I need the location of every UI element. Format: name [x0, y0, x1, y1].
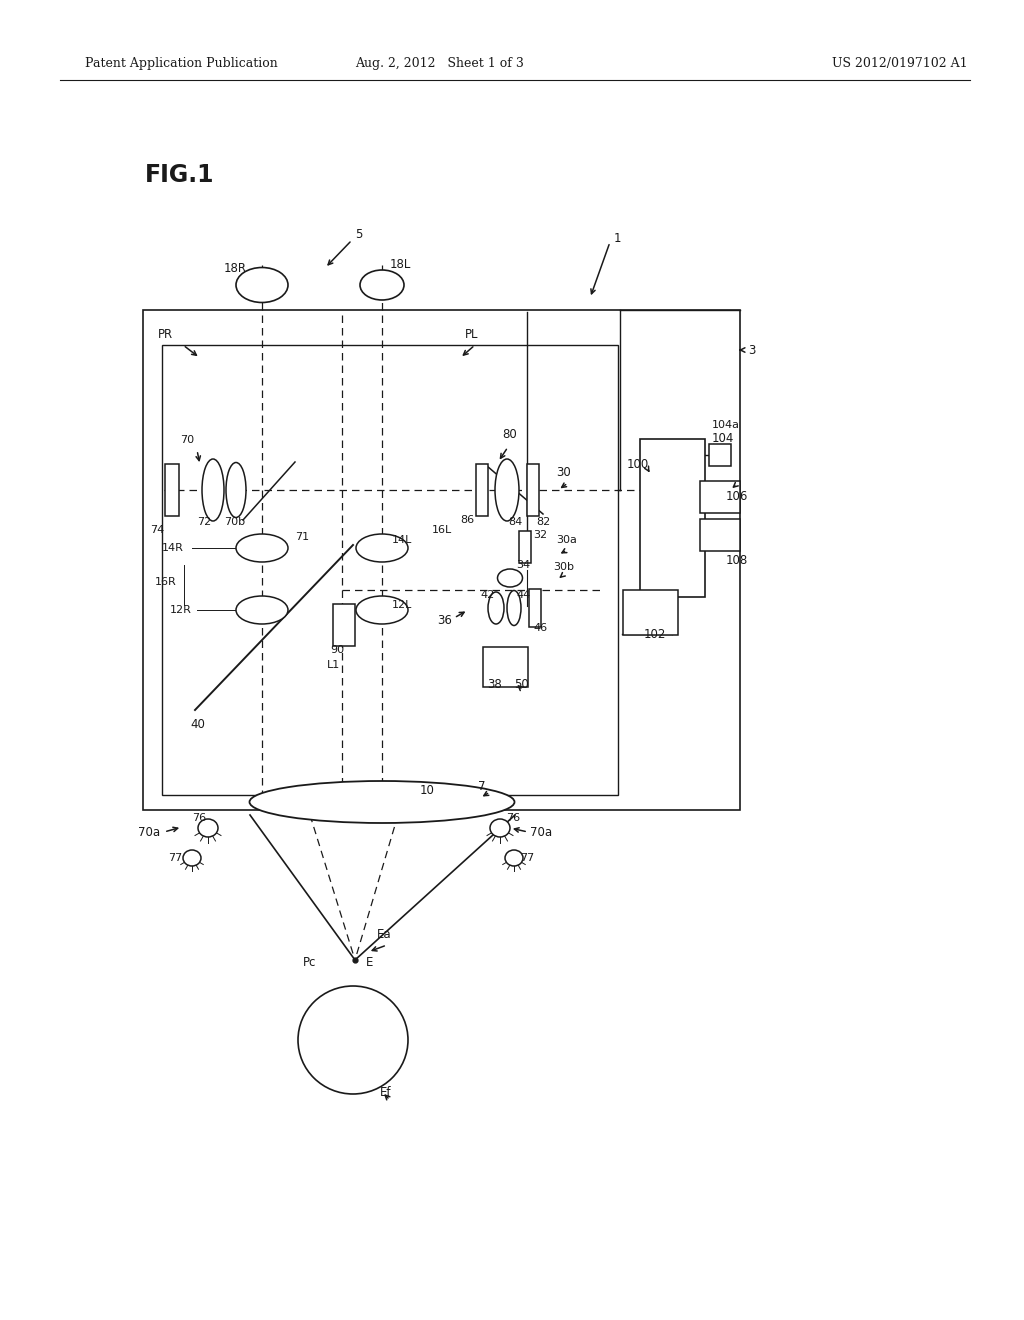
Text: 30b: 30b	[553, 562, 574, 572]
Ellipse shape	[505, 850, 523, 866]
Ellipse shape	[498, 569, 522, 587]
Text: 5: 5	[355, 228, 362, 242]
Text: 104a: 104a	[712, 420, 740, 430]
Ellipse shape	[298, 986, 408, 1094]
Text: 100: 100	[627, 458, 649, 471]
Bar	[623, 590, 678, 635]
Text: Ea: Ea	[377, 928, 391, 941]
Text: 76: 76	[193, 813, 206, 822]
Text: 18R: 18R	[224, 261, 247, 275]
Ellipse shape	[507, 590, 521, 626]
Text: US 2012/0197102 A1: US 2012/0197102 A1	[833, 57, 968, 70]
Text: 1: 1	[614, 231, 622, 244]
Bar	[482, 647, 527, 686]
Text: 70a: 70a	[530, 825, 552, 838]
Ellipse shape	[360, 271, 404, 300]
Text: 16L: 16L	[432, 525, 453, 535]
Text: 72: 72	[197, 517, 211, 527]
Text: 30: 30	[556, 466, 570, 479]
Text: 36: 36	[437, 614, 452, 627]
Bar	[640, 440, 705, 597]
Ellipse shape	[490, 818, 510, 837]
Text: 77: 77	[520, 853, 535, 863]
Text: PR: PR	[158, 329, 173, 342]
Text: 50: 50	[514, 678, 528, 692]
Text: 86: 86	[460, 515, 474, 525]
Text: 16R: 16R	[155, 577, 177, 587]
Ellipse shape	[488, 591, 504, 624]
Text: 12R: 12R	[170, 605, 191, 615]
Text: FIG.1: FIG.1	[145, 162, 214, 187]
Text: 74: 74	[150, 525, 164, 535]
Ellipse shape	[236, 597, 288, 624]
Bar	[709, 444, 731, 466]
Ellipse shape	[495, 459, 519, 521]
Text: 40: 40	[190, 718, 205, 731]
Text: 14L: 14L	[392, 535, 413, 545]
Ellipse shape	[226, 462, 246, 517]
Text: L1: L1	[327, 660, 340, 671]
Text: 77: 77	[168, 853, 182, 863]
Ellipse shape	[236, 268, 288, 302]
Text: 12L: 12L	[392, 601, 413, 610]
Ellipse shape	[356, 597, 408, 624]
Ellipse shape	[250, 781, 514, 822]
Text: 32: 32	[534, 531, 547, 540]
Ellipse shape	[202, 459, 224, 521]
Bar	[700, 480, 740, 513]
Bar	[476, 465, 488, 516]
Ellipse shape	[183, 850, 201, 866]
Text: 14R: 14R	[162, 543, 184, 553]
Text: PL: PL	[465, 329, 478, 342]
Text: Ef: Ef	[380, 1085, 391, 1098]
Text: 34: 34	[516, 560, 530, 570]
Text: 84: 84	[508, 517, 522, 527]
Text: 82: 82	[536, 517, 550, 527]
Ellipse shape	[198, 818, 218, 837]
Text: 18L: 18L	[390, 259, 412, 272]
Text: 80: 80	[502, 429, 517, 441]
Text: 10: 10	[420, 784, 435, 796]
Text: 38: 38	[487, 678, 502, 692]
Bar	[165, 465, 179, 516]
Bar	[527, 465, 539, 516]
Bar	[519, 531, 531, 564]
Text: 7: 7	[478, 780, 485, 793]
Ellipse shape	[356, 535, 408, 562]
Text: 46: 46	[534, 623, 547, 634]
Text: Patent Application Publication: Patent Application Publication	[85, 57, 278, 70]
Text: 30a: 30a	[556, 535, 577, 545]
Bar	[700, 519, 740, 550]
Text: 70a: 70a	[138, 825, 160, 838]
Text: 106: 106	[726, 491, 749, 503]
Text: 44: 44	[516, 590, 530, 601]
Text: 3: 3	[748, 343, 756, 356]
Text: 42: 42	[480, 590, 495, 601]
Text: Pc: Pc	[303, 956, 316, 969]
Text: 90: 90	[330, 645, 344, 655]
Bar	[162, 345, 618, 795]
Text: 70b: 70b	[224, 517, 245, 527]
Text: 70: 70	[180, 436, 195, 445]
Text: E: E	[366, 956, 374, 969]
Text: Aug. 2, 2012   Sheet 1 of 3: Aug. 2, 2012 Sheet 1 of 3	[355, 57, 524, 70]
Text: 71: 71	[295, 532, 309, 543]
Ellipse shape	[236, 535, 288, 562]
Text: 76: 76	[506, 813, 520, 822]
Text: 104: 104	[712, 432, 734, 445]
Text: 102: 102	[644, 628, 667, 642]
Text: 108: 108	[726, 553, 749, 566]
Bar	[143, 310, 740, 810]
Bar	[333, 605, 355, 645]
Bar	[529, 589, 541, 627]
